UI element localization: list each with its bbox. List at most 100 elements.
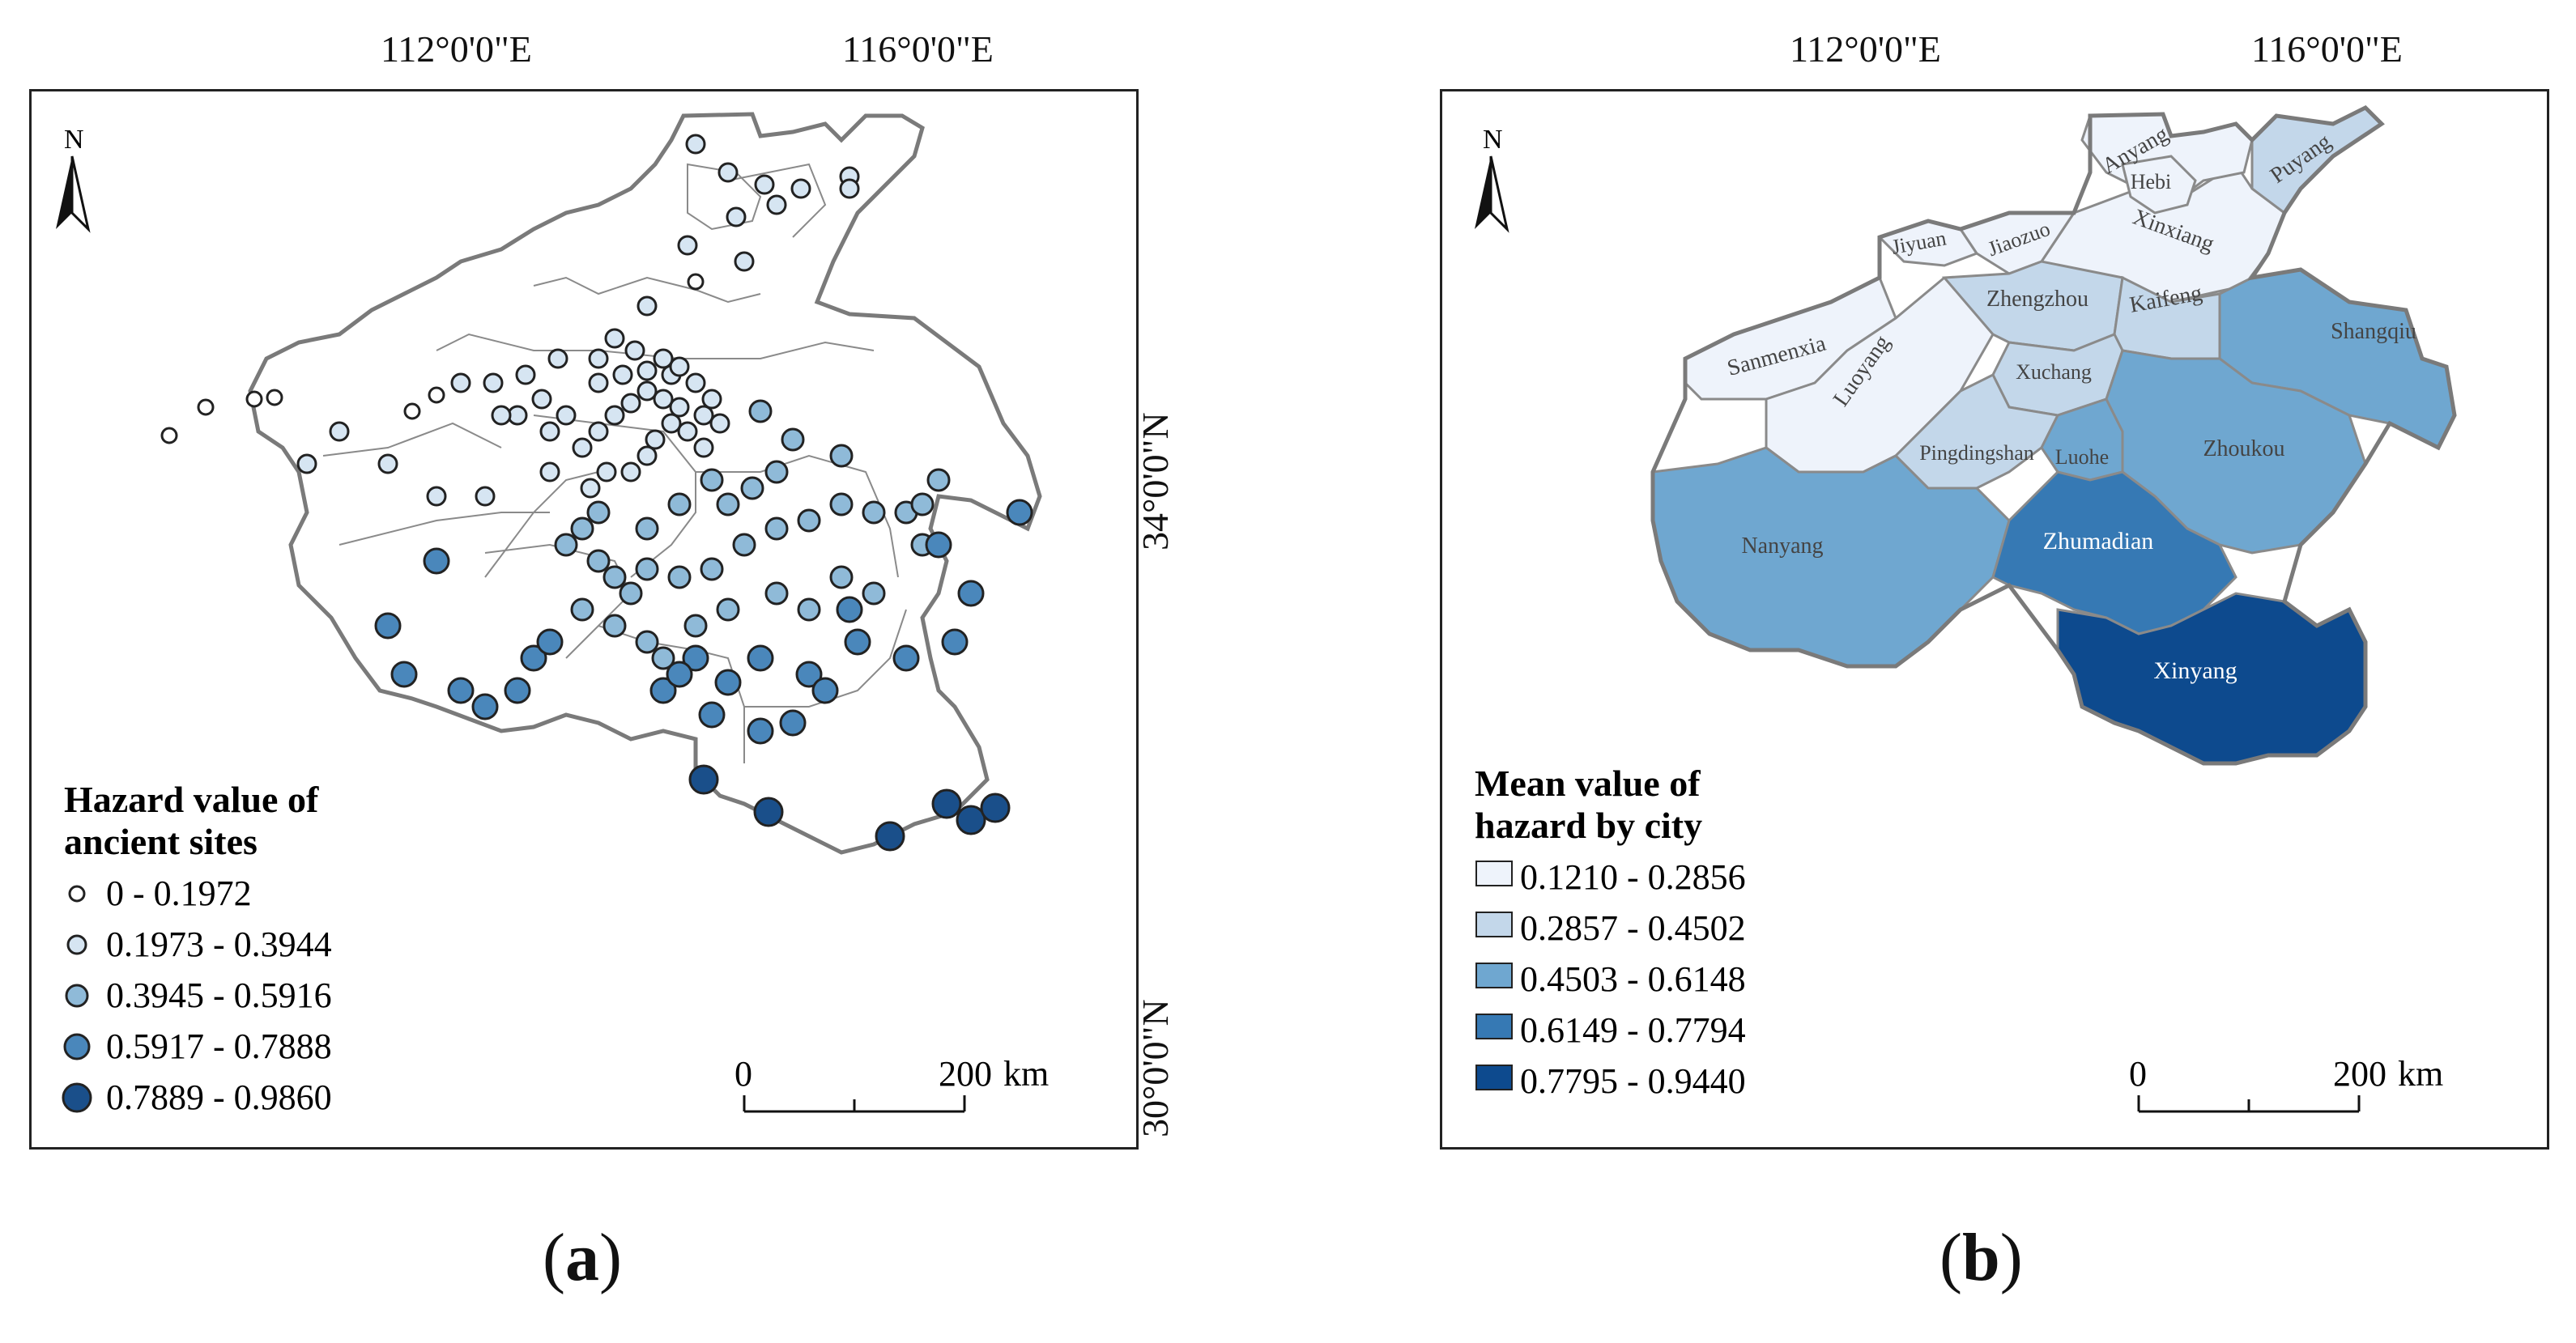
legend-label-a: 0.5917 - 0.7888 xyxy=(106,1026,332,1066)
ancient-site-point xyxy=(740,476,764,500)
map-panel-b: N Xinxiang Anyang Hebi Puyang Jiyuan Jiaozuo S… xyxy=(1440,89,2549,1150)
ancient-site-point xyxy=(637,445,658,466)
ancient-site-point xyxy=(698,701,726,729)
lat-label-top-a: 34°0'0"N xyxy=(1135,412,1176,550)
scale-end-a: 200 xyxy=(939,1054,992,1094)
ancient-site-point xyxy=(667,492,692,516)
city-polygons-layer xyxy=(1650,104,2457,766)
legend-swatch-b xyxy=(1475,861,1513,886)
ancient-site-point xyxy=(701,389,722,410)
legend-label-b: 0.6149 - 0.7794 xyxy=(1520,1010,1746,1050)
ancient-site-point xyxy=(586,500,611,525)
panel-label-b: (b) xyxy=(1939,1220,2023,1295)
ancient-site-point xyxy=(651,646,675,670)
ancient-site-point xyxy=(829,492,854,516)
province-outline xyxy=(1650,104,2457,766)
ancient-site-point xyxy=(602,614,627,638)
legend-symbol-a xyxy=(68,885,86,903)
north-arrow-icon xyxy=(56,155,91,233)
ancient-site-point xyxy=(504,677,531,704)
lat-label-bottom-a: 30°0'0"N xyxy=(1135,999,1176,1137)
ancient-site-point xyxy=(688,764,719,795)
lon-label-left-b: 112°0'0"E xyxy=(1790,28,1941,70)
ancient-site-point xyxy=(693,437,714,458)
ancient-site-point xyxy=(716,597,740,622)
ancient-site-point xyxy=(726,206,747,227)
ancient-site-point xyxy=(1006,499,1033,526)
ancient-site-point xyxy=(483,372,504,393)
ancient-site-point xyxy=(766,194,787,215)
ancient-site-point xyxy=(635,516,659,541)
ancient-site-point xyxy=(471,693,499,720)
ancient-site-point xyxy=(539,421,560,442)
legend-label-a: 0 - 0.1972 xyxy=(106,873,252,913)
ancient-site-point xyxy=(717,162,739,183)
ancient-site-point xyxy=(910,492,935,516)
ancient-site-point xyxy=(637,380,658,402)
legend-label-a: 0.1973 - 0.3944 xyxy=(106,924,332,964)
ancient-site-point xyxy=(862,581,886,606)
city-label: Xinyang xyxy=(2153,657,2237,684)
ancient-site-point xyxy=(539,461,560,482)
ancient-site-point xyxy=(764,581,789,606)
ancient-site-point xyxy=(580,478,601,499)
ancient-site-point xyxy=(685,372,706,393)
ancient-site-point xyxy=(941,628,969,656)
city-label: Xuchang xyxy=(2016,360,2092,384)
legend-b: 0.1210 - 0.2856 0.2857 - 0.4502 0.4503 - 0… xyxy=(1475,857,1746,1101)
scale-unit-b: km xyxy=(2398,1054,2443,1094)
ancient-site-point xyxy=(764,516,789,541)
ancient-site-point xyxy=(296,453,317,474)
lon-label-right-b: 116°0'0"E xyxy=(2251,28,2403,70)
legend-label-b: 0.7795 - 0.9440 xyxy=(1520,1061,1746,1101)
legend-title-b-line2: hazard by city xyxy=(1475,805,1702,846)
ancient-site-point xyxy=(653,389,674,410)
ancient-site-point xyxy=(862,500,886,525)
ancient-site-point xyxy=(586,549,611,573)
ancient-site-point xyxy=(588,348,609,369)
ancient-site-point xyxy=(764,460,789,484)
ancient-site-point xyxy=(588,421,609,442)
ancient-site-point xyxy=(844,628,871,656)
ancient-site-point xyxy=(619,581,643,606)
city-label: Zhengzhou xyxy=(1986,287,2088,312)
ancient-site-point xyxy=(683,614,708,638)
ancient-site-point xyxy=(790,178,811,199)
legend-swatch-b xyxy=(1475,1065,1513,1090)
ancient-site-point xyxy=(635,630,659,654)
ancient-site-point xyxy=(160,427,178,444)
legend-swatch-b xyxy=(1475,963,1513,988)
ancient-site-point xyxy=(588,372,609,393)
ancient-site-point xyxy=(645,429,666,450)
ancient-site-point xyxy=(677,235,698,256)
scale-start-b: 0 xyxy=(2129,1054,2147,1094)
lon-label-right-a: 116°0'0"E xyxy=(842,28,994,70)
ancient-site-point xyxy=(980,793,1011,823)
ancient-site-point xyxy=(661,413,682,434)
ancient-site-point xyxy=(570,516,594,541)
city-label: Luohe xyxy=(2055,445,2109,469)
ancient-site-point xyxy=(811,677,839,704)
ancient-site-point xyxy=(669,356,690,377)
ancient-site-point xyxy=(426,486,447,507)
ancient-site-point xyxy=(329,421,350,442)
ancient-site-point xyxy=(547,348,568,369)
ancient-site-point xyxy=(892,644,920,672)
ancient-site-point xyxy=(716,492,740,516)
ancient-site-point xyxy=(556,405,577,426)
ancient-site-point xyxy=(377,453,398,474)
scale-end-b: 200 xyxy=(2333,1054,2387,1094)
ancient-site-point xyxy=(926,468,951,492)
ancient-site-point xyxy=(687,273,705,291)
legend-symbol-a xyxy=(63,1033,91,1060)
ancient-site-point xyxy=(747,644,774,672)
ancient-site-point xyxy=(797,597,821,622)
ancient-site-point xyxy=(685,134,706,155)
legend-label-b: 0.4503 - 0.6148 xyxy=(1520,959,1746,999)
ancient-site-point xyxy=(732,533,756,557)
ancient-site-point xyxy=(197,398,215,416)
ancient-site-point xyxy=(667,565,692,589)
ancient-site-point xyxy=(693,405,714,426)
ancient-site-point xyxy=(515,364,536,385)
ancient-site-point xyxy=(635,557,659,581)
